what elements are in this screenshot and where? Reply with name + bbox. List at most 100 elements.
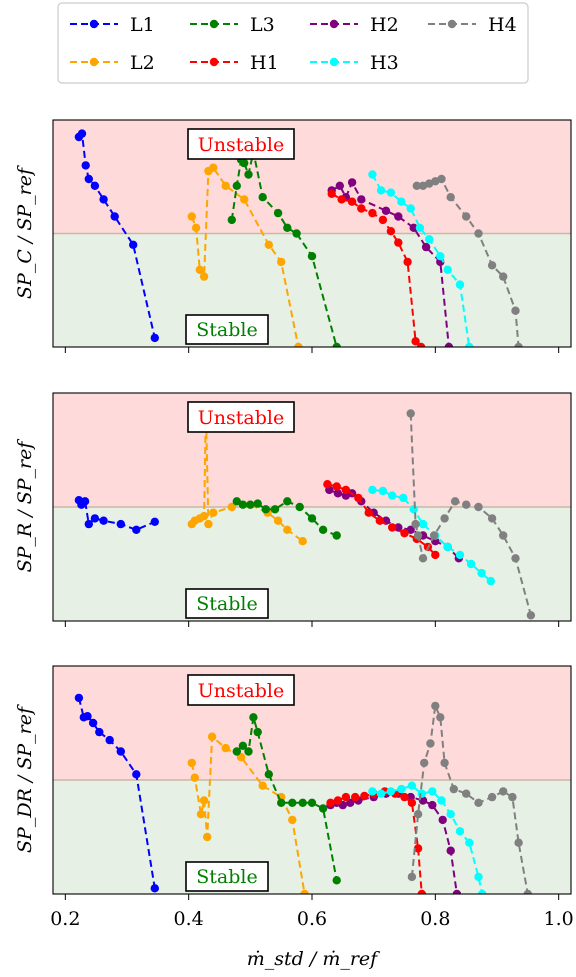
unstable-label: Unstable [198,134,284,156]
data-point-h1 [403,257,412,267]
data-point-h2 [335,181,344,190]
data-point-l3 [318,525,328,534]
data-point-l2 [187,758,196,768]
data-point-h2 [409,223,418,232]
data-point-l2 [221,181,230,190]
legend-entry-l3: L3 [190,14,275,36]
data-point-h4 [523,889,532,894]
x-axis-label: ṁ_std / ṁ_ref [247,948,380,970]
data-point-h3 [368,170,377,179]
data-point-h3 [455,827,465,836]
data-point-l1 [74,693,84,703]
data-point-h3 [443,542,452,552]
legend-entry-l1: L1 [70,14,155,36]
unstable-label-box [187,401,295,433]
stable-label: Stable [196,319,257,341]
data-point-h1 [394,238,403,247]
data-point-l1 [105,735,114,745]
data-point-l3 [227,215,236,225]
data-point-l3 [283,497,292,506]
data-point-l1 [84,174,94,184]
data-point-l3 [288,798,297,807]
data-point-l3 [295,502,304,512]
data-point-h3 [466,559,476,569]
data-point-h4 [440,514,449,523]
data-point-h2 [406,525,415,534]
stable-label-box [185,861,269,892]
data-point-l1 [150,517,159,526]
legend-marker [209,57,219,67]
data-point-l2 [294,342,303,347]
data-point-l1 [132,525,141,534]
y-axis-label: SP_C / SP_ref [14,165,36,299]
series-group [74,693,532,894]
data-point-h4 [508,792,517,802]
data-point-l2 [199,272,209,281]
data-point-h1 [400,529,409,538]
data-point-h4 [511,306,520,315]
data-point-h1 [341,792,351,802]
legend-label: L3 [250,14,275,36]
legend-marker [89,19,99,29]
stable-label-box [185,314,269,345]
data-point-h2 [346,798,355,807]
stable-label: Stable [196,866,257,888]
data-point-h4 [420,758,429,768]
data-point-l1 [150,333,159,343]
data-point-h1 [357,204,366,213]
data-point-l2 [236,753,246,762]
data-point-h2 [446,846,455,855]
data-point-l2 [199,796,209,805]
data-point-l3 [238,500,248,509]
data-point-h3 [406,204,415,213]
data-point-h4 [499,531,508,540]
data-point-l2 [258,781,267,790]
series-line-h2 [331,180,450,347]
stable-label-box [185,588,269,619]
data-point-h3 [399,493,408,503]
data-point-h4 [499,787,508,796]
data-point-l3 [307,252,317,261]
data-point-h1 [407,798,417,807]
data-point-h2 [333,489,343,498]
x-tick-label: 0.8 [420,908,450,930]
data-point-l3 [307,514,317,523]
data-point-h4 [426,739,435,748]
data-point-l1 [83,712,92,721]
data-point-l1 [132,770,141,779]
data-point-h3 [407,781,417,790]
data-point-l1 [88,718,98,728]
data-point-l3 [232,497,241,506]
data-point-h3 [386,188,396,197]
data-point-h1 [368,208,377,218]
data-point-h1 [411,337,420,346]
data-point-h3 [446,810,455,819]
data-point-h3 [376,789,386,798]
data-point-l1 [81,161,90,170]
data-point-l3 [273,208,283,218]
data-point-l2 [221,743,230,753]
legend-label: H2 [370,14,399,36]
data-point-h3 [443,265,452,274]
data-point-l2 [195,265,204,274]
data-point-h3 [465,342,474,347]
legend-entry-l2: L2 [70,52,155,74]
legend-marker [329,19,339,29]
data-point-h3 [397,197,406,206]
legend-entry-h2: H2 [310,14,399,36]
x-tick-label: 0.6 [297,908,327,930]
data-point-h4 [462,212,471,221]
data-point-h4 [429,531,439,540]
data-point-h3 [455,280,465,289]
data-point-h4 [406,409,415,418]
data-point-l3 [318,804,328,813]
legend-entry-h4: H4 [428,14,517,36]
data-point-h4 [474,502,483,512]
data-point-h3 [425,235,434,244]
data-point-h1 [326,798,335,807]
data-point-h1 [332,482,341,491]
data-point-h3 [486,576,495,586]
data-point-h3 [428,787,437,796]
data-point-l3 [332,342,341,347]
